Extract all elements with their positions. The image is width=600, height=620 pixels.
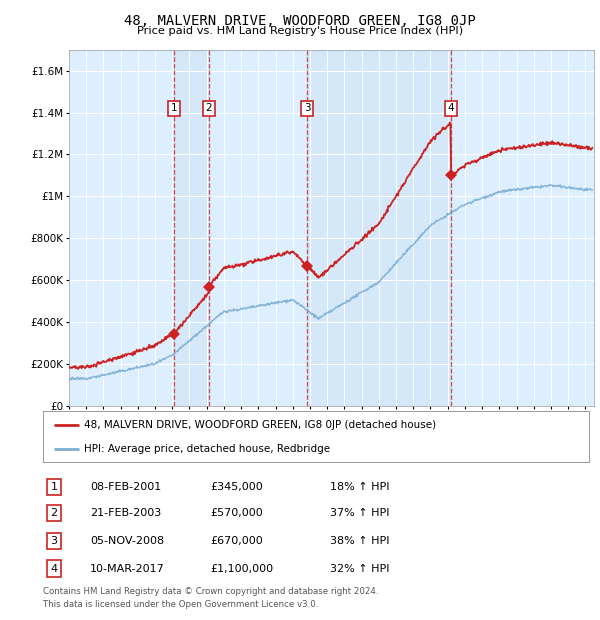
Text: 48, MALVERN DRIVE, WOODFORD GREEN, IG8 0JP (detached house): 48, MALVERN DRIVE, WOODFORD GREEN, IG8 0… bbox=[84, 420, 436, 430]
Text: 10-MAR-2017: 10-MAR-2017 bbox=[90, 564, 165, 574]
Text: Price paid vs. HM Land Registry's House Price Index (HPI): Price paid vs. HM Land Registry's House … bbox=[137, 26, 463, 36]
Text: 1: 1 bbox=[170, 104, 178, 113]
Text: 21-FEB-2003: 21-FEB-2003 bbox=[90, 508, 161, 518]
Text: £345,000: £345,000 bbox=[210, 482, 263, 492]
Text: 2: 2 bbox=[206, 104, 212, 113]
Text: 2: 2 bbox=[50, 508, 58, 518]
Text: 3: 3 bbox=[50, 536, 58, 546]
Text: This data is licensed under the Open Government Licence v3.0.: This data is licensed under the Open Gov… bbox=[43, 600, 319, 609]
Text: 32% ↑ HPI: 32% ↑ HPI bbox=[330, 564, 389, 574]
Bar bbox=[174, 50, 209, 406]
Text: 08-FEB-2001: 08-FEB-2001 bbox=[90, 482, 161, 492]
Text: 18% ↑ HPI: 18% ↑ HPI bbox=[330, 482, 389, 492]
Text: £670,000: £670,000 bbox=[210, 536, 263, 546]
Text: 1: 1 bbox=[50, 482, 58, 492]
Text: 37% ↑ HPI: 37% ↑ HPI bbox=[330, 508, 389, 518]
Text: 05-NOV-2008: 05-NOV-2008 bbox=[90, 536, 164, 546]
Text: £570,000: £570,000 bbox=[210, 508, 263, 518]
Text: 4: 4 bbox=[448, 104, 454, 113]
Text: Contains HM Land Registry data © Crown copyright and database right 2024.: Contains HM Land Registry data © Crown c… bbox=[43, 587, 379, 596]
Text: 48, MALVERN DRIVE, WOODFORD GREEN, IG8 0JP: 48, MALVERN DRIVE, WOODFORD GREEN, IG8 0… bbox=[124, 14, 476, 28]
Text: 38% ↑ HPI: 38% ↑ HPI bbox=[330, 536, 389, 546]
Text: £1,100,000: £1,100,000 bbox=[210, 564, 273, 574]
Bar bbox=[307, 50, 451, 406]
Text: HPI: Average price, detached house, Redbridge: HPI: Average price, detached house, Redb… bbox=[84, 444, 330, 454]
Text: 3: 3 bbox=[304, 104, 311, 113]
Text: 4: 4 bbox=[50, 564, 58, 574]
